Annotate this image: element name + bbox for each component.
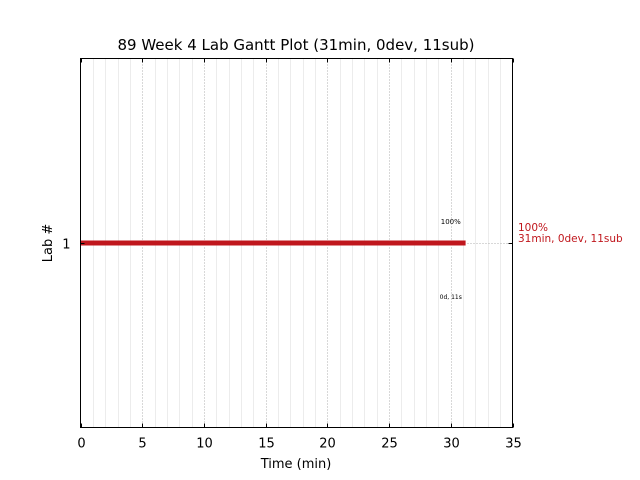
x-tick-label: 35 [505, 437, 522, 452]
bar-detail-label: 0d, 11s [440, 294, 462, 301]
x-tick-label: 5 [138, 437, 146, 452]
x-tick-label: 10 [196, 437, 213, 452]
x-tick-label: 0 [77, 437, 85, 452]
y-tick-label: 1 [62, 238, 70, 253]
side-annotation-percent: 100% [518, 222, 548, 234]
x-tick-label: 30 [443, 437, 460, 452]
y-axis-ticks: 1 [62, 238, 513, 253]
bars: 100% 0d, 11s [80, 218, 466, 301]
y-axis-label: Lab # [41, 224, 56, 263]
x-tick-label: 15 [258, 437, 275, 452]
bar-percent-label: 100% [441, 218, 461, 226]
x-tick-label: 25 [381, 437, 398, 452]
gantt-bar [80, 240, 466, 246]
side-annotation: 100% 31min, 0dev, 11sub [518, 222, 623, 245]
x-tick-label: 20 [319, 437, 336, 452]
side-annotation-summary: 31min, 0dev, 11sub [518, 233, 623, 245]
x-axis-label: Time (min) [260, 457, 332, 472]
chart-title: 89 Week 4 Lab Gantt Plot (31min, 0dev, 1… [117, 36, 474, 54]
x-axis-ticks: 0 5 10 15 20 25 30 35 [77, 58, 522, 452]
